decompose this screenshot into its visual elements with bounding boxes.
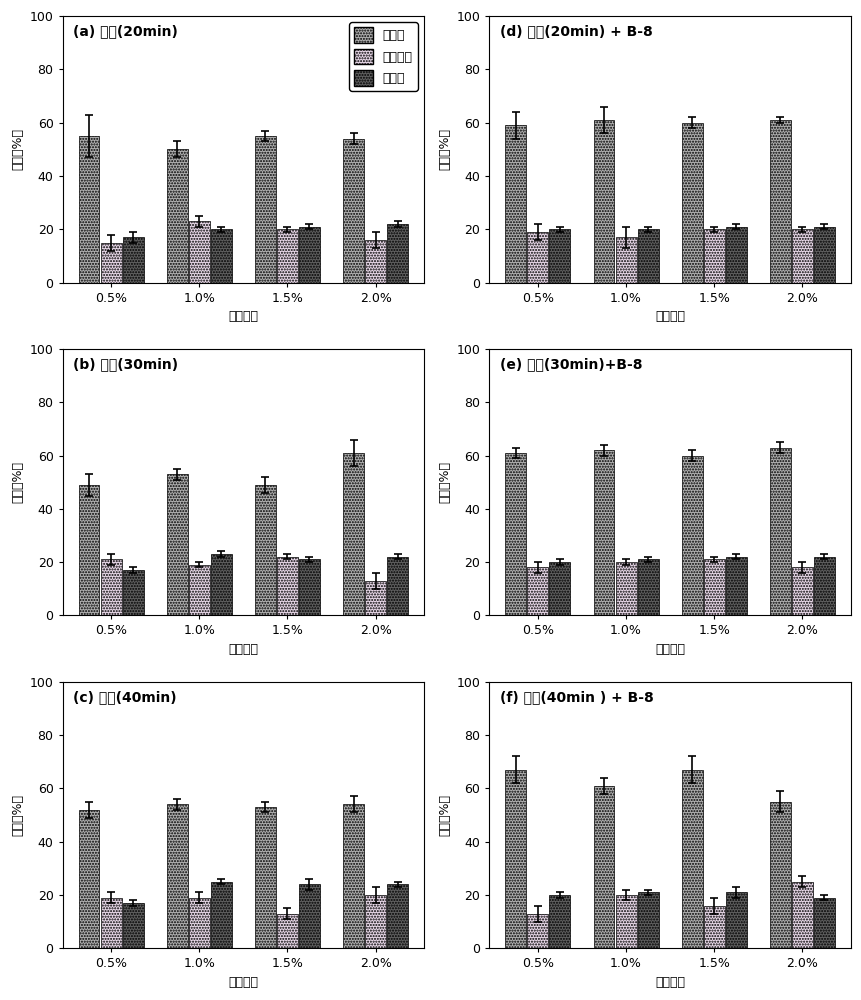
Bar: [365, 240, 386, 283]
Bar: [703, 559, 724, 615]
Bar: [78, 810, 99, 948]
Bar: [637, 559, 658, 615]
Bar: [593, 120, 614, 283]
Bar: [681, 456, 702, 615]
X-axis label: 硫酸浓度: 硫酸浓度: [228, 976, 258, 989]
Bar: [387, 557, 407, 615]
Bar: [365, 581, 386, 615]
X-axis label: 硫酸浓度: 硫酸浓度: [654, 643, 684, 656]
Text: (b) 硫酸(30min): (b) 硫酸(30min): [73, 357, 178, 371]
Text: (d) 硫酸(20min) + B-8: (d) 硫酸(20min) + B-8: [499, 24, 653, 38]
Legend: 纤维素, 半纤维素, 木质素: 纤维素, 半纤维素, 木质素: [349, 22, 418, 91]
Bar: [387, 224, 407, 283]
Bar: [299, 227, 319, 283]
Bar: [548, 895, 570, 948]
Bar: [703, 229, 724, 283]
Bar: [769, 802, 790, 948]
Bar: [343, 139, 363, 283]
Bar: [122, 903, 144, 948]
Bar: [527, 914, 548, 948]
Bar: [211, 229, 232, 283]
Bar: [813, 898, 834, 948]
Bar: [211, 554, 232, 615]
Bar: [527, 232, 548, 283]
Text: (e) 硫酸(30min)+B-8: (e) 硫酸(30min)+B-8: [499, 357, 642, 371]
Text: (a) 硫酸(20min): (a) 硫酸(20min): [73, 24, 178, 38]
Bar: [255, 485, 276, 615]
Bar: [122, 237, 144, 283]
Bar: [813, 227, 834, 283]
Bar: [166, 474, 188, 615]
Bar: [615, 562, 635, 615]
Y-axis label: 含量（%）: 含量（%）: [437, 128, 450, 170]
Bar: [255, 136, 276, 283]
Y-axis label: 含量（%）: 含量（%）: [437, 794, 450, 836]
Bar: [189, 221, 209, 283]
Text: (c) 硫酸(40min): (c) 硫酸(40min): [73, 690, 177, 704]
Bar: [769, 120, 790, 283]
Bar: [299, 559, 319, 615]
Bar: [387, 884, 407, 948]
Bar: [527, 567, 548, 615]
Bar: [615, 237, 635, 283]
X-axis label: 硫酸浓度: 硫酸浓度: [228, 310, 258, 323]
Bar: [505, 125, 526, 283]
Bar: [548, 229, 570, 283]
Bar: [276, 914, 298, 948]
Bar: [299, 884, 319, 948]
Bar: [637, 229, 658, 283]
X-axis label: 硫酸浓度: 硫酸浓度: [228, 643, 258, 656]
Bar: [122, 570, 144, 615]
Bar: [365, 895, 386, 948]
Bar: [681, 770, 702, 948]
X-axis label: 硫酸浓度: 硫酸浓度: [654, 976, 684, 989]
Bar: [276, 557, 298, 615]
Bar: [101, 243, 121, 283]
Bar: [593, 450, 614, 615]
Y-axis label: 含量（%）: 含量（%）: [11, 794, 24, 836]
Y-axis label: 含量（%）: 含量（%）: [11, 128, 24, 170]
Bar: [276, 229, 298, 283]
Bar: [791, 882, 812, 948]
Bar: [548, 562, 570, 615]
Bar: [725, 227, 746, 283]
Bar: [703, 906, 724, 948]
Bar: [255, 807, 276, 948]
Bar: [791, 229, 812, 283]
Bar: [343, 804, 363, 948]
Bar: [681, 123, 702, 283]
Bar: [725, 557, 746, 615]
Bar: [78, 136, 99, 283]
Bar: [189, 898, 209, 948]
Text: (f) 硫酸(40min ) + B-8: (f) 硫酸(40min ) + B-8: [499, 690, 653, 704]
Bar: [637, 892, 658, 948]
Bar: [211, 882, 232, 948]
X-axis label: 硫酸浓度: 硫酸浓度: [654, 310, 684, 323]
Bar: [343, 453, 363, 615]
Bar: [189, 565, 209, 615]
Bar: [101, 898, 121, 948]
Bar: [725, 892, 746, 948]
Bar: [593, 786, 614, 948]
Bar: [769, 448, 790, 615]
Bar: [166, 149, 188, 283]
Bar: [101, 559, 121, 615]
Bar: [166, 804, 188, 948]
Y-axis label: 含量（%）: 含量（%）: [11, 461, 24, 503]
Bar: [505, 453, 526, 615]
Bar: [791, 567, 812, 615]
Y-axis label: 含量（%）: 含量（%）: [437, 461, 450, 503]
Bar: [615, 895, 635, 948]
Bar: [505, 770, 526, 948]
Bar: [78, 485, 99, 615]
Bar: [813, 557, 834, 615]
